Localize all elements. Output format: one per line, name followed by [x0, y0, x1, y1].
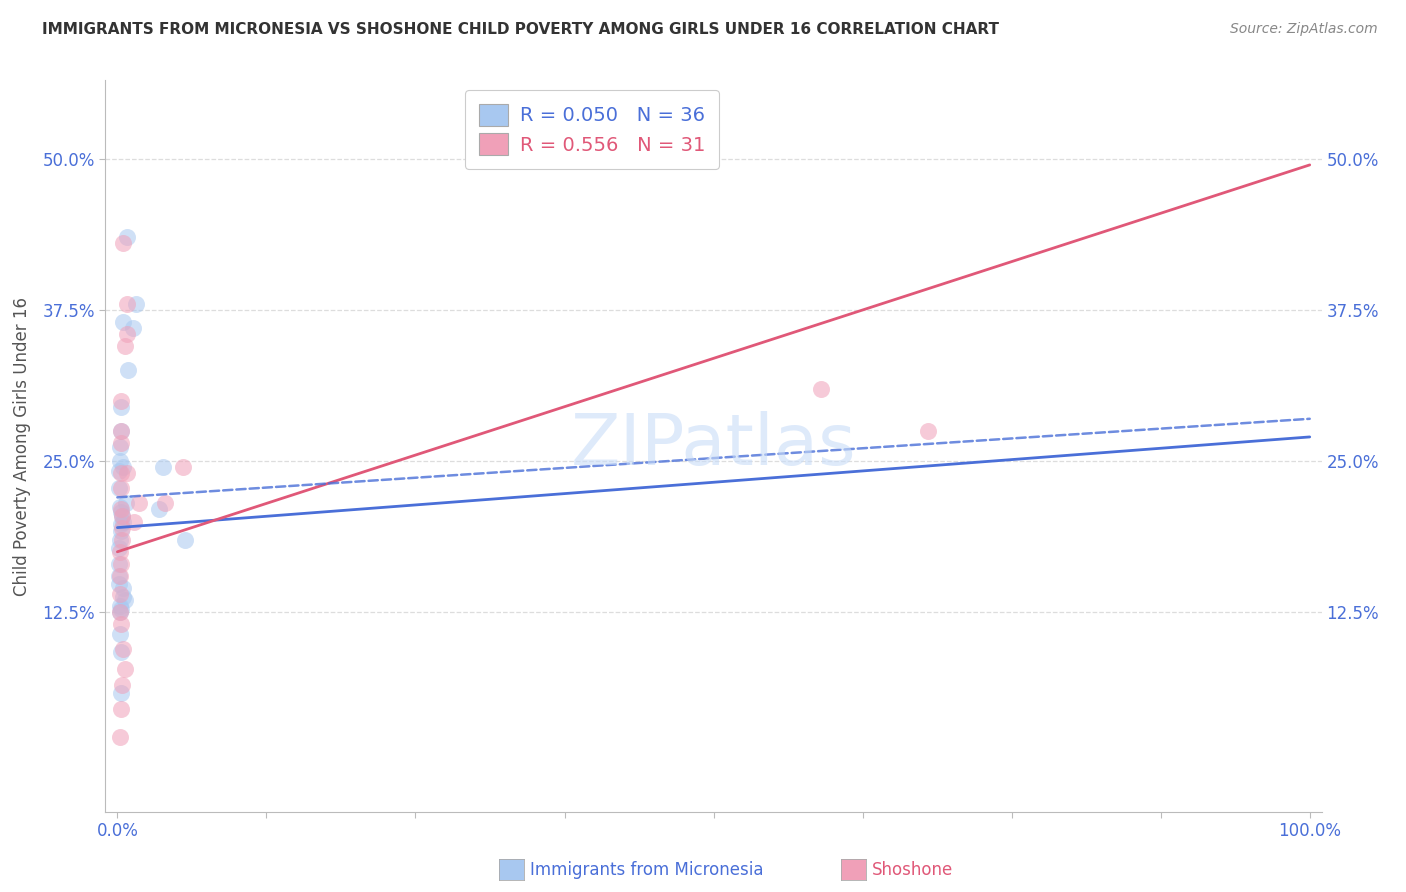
Point: [107, 557, 129, 571]
Point: [122, 515, 145, 529]
Point: [108, 605, 131, 619]
Text: IMMIGRANTS FROM MICRONESIA VS SHOSHONE CHILD POVERTY AMONG GIRLS UNDER 16 CORREL: IMMIGRANTS FROM MICRONESIA VS SHOSHONE C…: [42, 22, 1000, 37]
Point: [110, 601, 132, 615]
Point: [108, 587, 131, 601]
Point: [110, 424, 132, 438]
Point: [108, 545, 131, 559]
Point: [112, 641, 135, 656]
Point: [810, 382, 832, 396]
Legend: R = 0.050   N = 36, R = 0.556   N = 31: R = 0.050 N = 36, R = 0.556 N = 31: [465, 90, 718, 169]
Point: [110, 516, 132, 531]
Point: [110, 424, 132, 438]
Point: [112, 460, 135, 475]
Point: [115, 466, 138, 480]
Point: [115, 230, 138, 244]
Point: [152, 460, 174, 475]
Point: [110, 617, 132, 632]
Point: [112, 515, 135, 529]
Point: [172, 460, 194, 475]
Point: [110, 393, 132, 408]
Text: Source: ZipAtlas.com: Source: ZipAtlas.com: [1230, 22, 1378, 37]
Point: [114, 593, 136, 607]
Point: [108, 627, 131, 641]
Point: [110, 436, 132, 450]
Point: [108, 605, 131, 619]
Point: [917, 424, 939, 438]
Point: [110, 645, 132, 659]
Point: [153, 496, 176, 510]
Point: [111, 520, 134, 534]
Point: [148, 502, 170, 516]
Point: [111, 508, 134, 523]
Point: [125, 297, 148, 311]
Point: [112, 236, 135, 251]
Point: [112, 581, 135, 595]
Point: [114, 339, 136, 353]
Point: [110, 524, 132, 539]
Point: [128, 496, 150, 510]
Point: [111, 678, 134, 692]
Point: [108, 454, 131, 468]
Point: [110, 466, 132, 480]
Point: [108, 599, 131, 614]
Point: [110, 502, 132, 516]
Point: [174, 533, 197, 547]
Point: [110, 702, 132, 716]
Point: [111, 508, 134, 523]
Y-axis label: Child Poverty Among Girls Under 16: Child Poverty Among Girls Under 16: [13, 296, 31, 596]
Point: [108, 533, 131, 547]
Text: Immigrants from Micronesia: Immigrants from Micronesia: [530, 861, 763, 879]
Point: [115, 297, 138, 311]
Point: [122, 321, 145, 335]
Point: [110, 505, 132, 519]
Point: [115, 327, 138, 342]
Point: [117, 363, 139, 377]
Point: [108, 440, 131, 454]
Point: [107, 541, 129, 556]
Point: [110, 481, 132, 495]
Point: [107, 481, 129, 495]
Point: [110, 557, 132, 571]
Point: [114, 496, 136, 510]
Point: [114, 662, 136, 676]
Point: [108, 569, 131, 583]
Point: [111, 533, 134, 547]
Point: [107, 464, 129, 478]
Point: [112, 590, 135, 604]
Point: [110, 686, 132, 700]
Point: [108, 500, 131, 514]
Point: [108, 730, 131, 744]
Text: Shoshone: Shoshone: [872, 861, 953, 879]
Point: [112, 315, 135, 329]
Text: ZIPatlas: ZIPatlas: [571, 411, 856, 481]
Point: [107, 577, 129, 591]
Point: [107, 569, 129, 583]
Point: [110, 400, 132, 414]
